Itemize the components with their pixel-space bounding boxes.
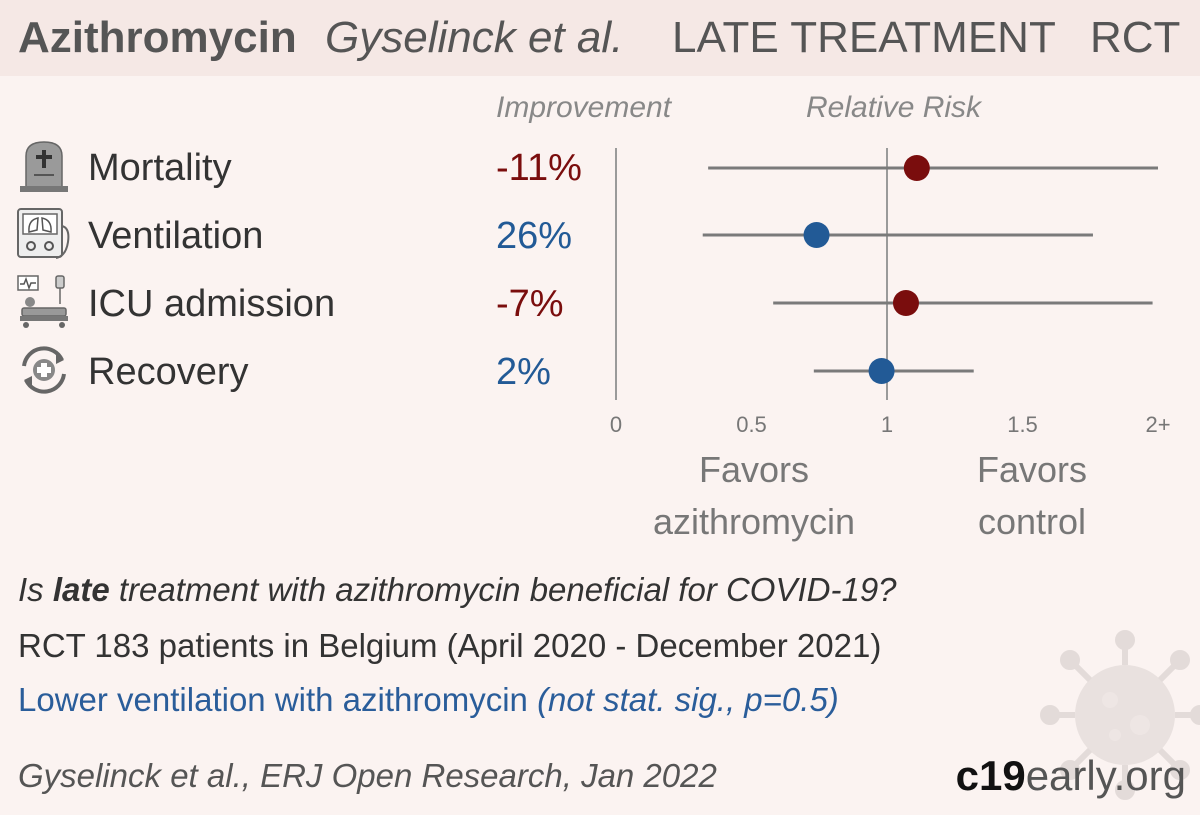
forest-plot: 0 0.5 1 1.5 2+ [610,148,1171,437]
improvement-recovery: 2% [496,351,551,393]
x-tick-label: 1 [881,412,893,437]
rr-point [903,155,930,181]
favors-left-line2: azithromycin [652,501,856,542]
treatment-stage-title: LATE TREATMENT [672,13,1056,62]
relative-risk-column-header: Relative Risk [806,91,982,124]
improvement-mortality: -11% [496,147,582,189]
question-pre: Is [18,571,53,608]
improvement-ventilation: 26% [496,215,573,257]
question-line: Is late treatment with azithromycin bene… [18,568,897,612]
result-main: Lower ventilation with azithromycin [18,681,538,718]
x-tick-label: 0.5 [736,412,767,437]
rr-point [892,290,919,316]
rr-point [803,222,830,248]
improvement-icu-admission: -7% [496,283,564,325]
title-bar: Azithromycin Gyselinck et al. LATE TREAT… [0,0,1200,76]
brand-rest: early.org [1025,752,1186,799]
favors-right-line2: control [977,501,1087,542]
authors-title: Gyselinck et al. [325,13,624,62]
outcome-label-ventilation: Ventilation [88,215,264,257]
design-title: RCT [1090,13,1181,62]
favors-right-line1: Favors [976,449,1088,490]
virus-watermark-icon [1040,630,1200,800]
icu-bed-icon [17,275,68,328]
result-note: (not stat. sig., p=0.5) [537,681,839,718]
favors-left-line1: Favors [698,449,810,490]
drug-title: Azithromycin [18,13,297,62]
outcome-label-icu-admission: ICU admission [88,283,336,325]
citation: Gyselinck et al., ERJ Open Research, Jan… [18,757,717,794]
question-post: treatment with azithromycin beneficial f… [109,571,897,608]
x-tick-label: 1.5 [1007,412,1038,437]
recovery-icon [22,346,66,394]
tombstone-icon [20,141,68,192]
favors-azithromycin-label: Favors azithromycin [624,444,884,548]
outcome-label-recovery: Recovery [88,351,249,393]
x-tick-label: 2+ [1145,412,1170,437]
outcome-label-mortality: Mortality [88,147,232,189]
study-description: RCT 183 patients in Belgium (April 2020 … [18,627,882,664]
rr-point [868,358,895,384]
x-tick-label: 0 [610,412,622,437]
ventilator-icon [17,208,70,259]
brand-logo[interactable]: c19early.org [956,750,1186,802]
result-line: Lower ventilation with azithromycin (not… [18,678,839,722]
brand-bold: c19 [955,752,1026,799]
question-bold: late [52,571,110,608]
favors-control-label: Favors control [902,444,1162,548]
improvement-column-header: Improvement [496,91,672,124]
